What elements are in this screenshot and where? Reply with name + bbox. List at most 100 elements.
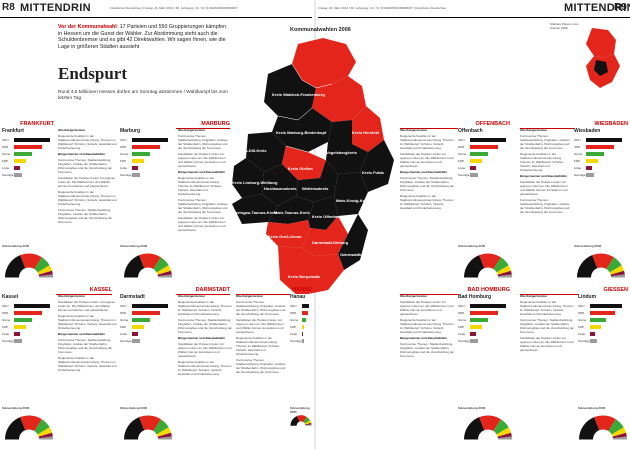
map-label-marburg: Kreis Marburg-Biedenkopf <box>276 130 327 135</box>
party-label: CDU <box>578 304 585 308</box>
map-label-odenwald: Odenwaldkreis <box>340 252 369 257</box>
seat-distribution-title: Sitzverteilung 2006 <box>290 406 310 414</box>
party-label: SPD <box>458 311 465 315</box>
party-bar <box>132 325 144 329</box>
seat-chart-hole <box>19 267 39 279</box>
map-label-offenbach: Kreis Offenbach <box>312 214 343 219</box>
party-label: SPD <box>290 311 297 315</box>
chart-panel-title: Wiesbaden <box>574 128 601 134</box>
party-bar <box>302 332 303 336</box>
party-bar <box>14 173 22 177</box>
map-label-giessen: Kreis Gießen <box>288 166 313 171</box>
party-label: SPD <box>578 311 585 315</box>
party-label: Grüne <box>458 318 467 322</box>
party-bar <box>132 138 168 142</box>
party-bar <box>14 318 32 322</box>
party-label: SPD <box>574 145 581 149</box>
right-page-meta: Freitag, 26. März 2010 | 66. Jahrgang | … <box>318 6 447 10</box>
seat-chart-hole <box>478 429 498 441</box>
col-label: Oberbürgermeister <box>520 128 548 132</box>
col-text: Regierende Koalition in der Stadtverordn… <box>178 300 232 316</box>
subline: Rund 4,6 Millionen Hessen dürfen am Sonn… <box>58 90 228 101</box>
right-page-number: R9 <box>614 2 627 13</box>
party-label: Grüne <box>2 318 11 322</box>
party-label: FDP <box>578 325 584 329</box>
map-region-fulda <box>360 140 394 192</box>
map-label-hochtaunus: Hochtaunuskreis <box>264 186 297 191</box>
col-text: Kontroverse Themen: Stadtentwicklung, Fl… <box>520 198 570 214</box>
party-bar <box>470 318 488 322</box>
text-column-hanau: Oberbürgermeister Kontroverse Themen: St… <box>236 294 288 446</box>
left-page-header: R8 MITTENDRIN Frankfurter Rundschau | Fr… <box>0 0 312 18</box>
party-bar <box>302 339 304 343</box>
map-label-vogelsberg: Vogelsbergkreis <box>326 150 358 155</box>
party-bar <box>590 339 597 343</box>
party-label: SPD <box>2 311 9 315</box>
party-label: Linke <box>578 332 586 336</box>
col-text: Kandidaten der Parteien treten mit eigen… <box>236 318 284 334</box>
party-bar <box>14 138 50 142</box>
map-region-kassel <box>312 76 366 122</box>
map-label-mainkinzig: Main-Kinzig-Kreis <box>336 198 371 203</box>
party-bar <box>132 145 160 149</box>
party-label: CDU <box>120 138 127 142</box>
seat-distribution-title: Sitzverteilung 2006 <box>2 406 30 410</box>
party-label: Grüne <box>2 152 11 156</box>
party-bar <box>132 318 150 322</box>
chart-panel-6: Offenbach CDU SPD Grüne FDP Linke Sonstige Sitz… <box>458 128 518 284</box>
seat-chart-hole <box>138 429 158 441</box>
party-label: Grüne <box>578 318 587 322</box>
intro-body: 17 Parteien und 550 Gruppierungen kämpfe… <box>58 24 227 50</box>
seat-slice <box>139 253 161 278</box>
party-label: FDP <box>458 325 464 329</box>
party-bar <box>132 152 150 156</box>
party-bar <box>590 311 615 315</box>
seat-chart-hole <box>19 429 39 441</box>
party-bar <box>470 304 506 308</box>
party-label: Grüne <box>120 318 129 322</box>
seat-slice <box>297 415 307 426</box>
party-label: FDP <box>290 325 296 329</box>
party-bar <box>14 311 42 315</box>
party-bar <box>470 159 482 163</box>
party-label: CDU <box>2 138 9 142</box>
party-label: Sonstige <box>574 173 586 177</box>
seat-distribution-title: Sitzverteilung 2006 <box>120 244 148 248</box>
seat-distribution-chart <box>579 415 627 441</box>
right-page-header: Freitag, 26. März 2010 | 66. Jahrgang | … <box>318 0 630 18</box>
party-bar <box>132 332 138 336</box>
left-page-title: MITTENDRIN <box>20 2 91 14</box>
party-label: Sonstige <box>458 339 470 343</box>
col-text: Kandidaten der Parteien treten mit eigen… <box>520 180 568 196</box>
left-page-meta: Frankfurter Rundschau | Freitag, 26. Mär… <box>110 6 239 10</box>
party-bar <box>14 152 32 156</box>
col-label: Oberbürgermeister <box>400 294 428 298</box>
city-label-kassel: KASSEL <box>2 287 112 295</box>
chart-panel-2: Kassel CDU SPD Grüne FDP Linke Sonstige Sitzver… <box>2 294 56 446</box>
col-text: Kandidaten der Parteien treten mit eigen… <box>178 152 226 168</box>
map-label-maintaunus: Main-Taunus-Kreis <box>274 210 310 215</box>
col-text: Regierende Koalition in der Stadtverordn… <box>178 360 232 376</box>
text-column-badhomburg: Oberbürgermeister Kandidaten der Parteie… <box>400 294 456 446</box>
party-label: Linke <box>120 332 128 336</box>
map-label-grossgerau: Kreis Groß-Gerau <box>268 234 302 239</box>
chart-panel-5: Bad Homburg CDU SPD Grüne FDP Linke Sonstige Si… <box>458 294 518 446</box>
map-region-hochtaunus <box>262 164 298 206</box>
col-text: Kontroverse Themen: Stadtentwicklung, Fl… <box>58 158 113 174</box>
map-label-bergstrasse: Kreis Bergstraße <box>288 274 321 279</box>
party-label: FDP <box>120 159 126 163</box>
map-region-offenbach <box>308 196 338 230</box>
hessen-map: Kreis Waldeck-Frankenberg Kreis Marburg-… <box>230 38 394 296</box>
seat-chart-hole <box>591 267 611 279</box>
col-text: Kontroverse Themen: Stadtentwicklung, Fl… <box>58 208 113 224</box>
chart-panel-title: Frankfurt <box>2 128 24 134</box>
party-bar <box>302 325 304 329</box>
map-label-limburg: Kreis Limburg-Weilburg <box>232 180 278 185</box>
party-bar <box>470 138 506 142</box>
chart-panel-4: Hanau CDU SPD Grüne FDP Linke Sonstige Sitzvert… <box>290 294 312 446</box>
legend-map <box>586 28 620 88</box>
map-region-giessen <box>282 146 326 180</box>
col-text: Regierende Koalition in der Stadtverordn… <box>520 152 565 172</box>
party-bar <box>14 332 20 336</box>
col-text: Regierende Koalition in der Stadtverordn… <box>58 356 117 372</box>
